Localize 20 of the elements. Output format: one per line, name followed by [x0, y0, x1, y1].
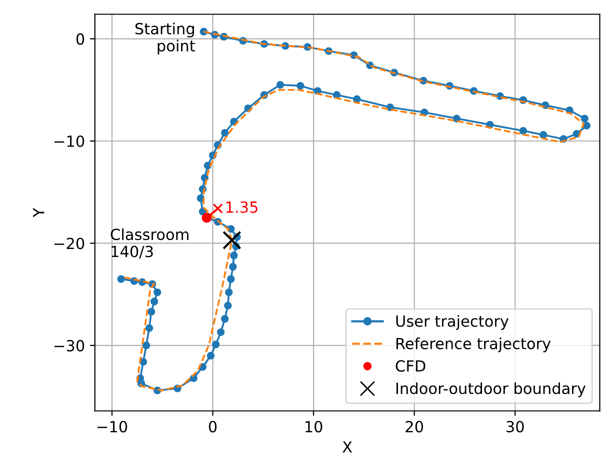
legend-label: Indoor-outdoor boundary — [396, 382, 586, 398]
y-tick-label: −30 — [54, 340, 84, 352]
annotation: Starting point — [135, 22, 195, 55]
x-axis-title: X — [342, 441, 352, 453]
legend-label: CFD — [396, 360, 426, 372]
point — [222, 230, 242, 250]
point — [212, 203, 223, 214]
y-tick-label: −20 — [54, 238, 84, 250]
x-tick-label: 20 — [406, 420, 424, 432]
legend-label: Reference trajectory — [396, 337, 551, 352]
y-axis-title: Y — [33, 208, 44, 218]
y-tick-label: −10 — [54, 135, 84, 148]
x-tick-label: 0 — [208, 420, 217, 432]
x-tick-label: −10 — [97, 420, 128, 432]
annotation: 1.35 — [226, 201, 258, 213]
x-tick-label: 10 — [306, 420, 322, 432]
legend-label: User trajectory — [396, 315, 509, 330]
y-tick-label: 0 — [76, 33, 84, 45]
annotation: Classroom 140/3 — [110, 228, 188, 258]
x-tick-label: 30 — [506, 420, 524, 432]
